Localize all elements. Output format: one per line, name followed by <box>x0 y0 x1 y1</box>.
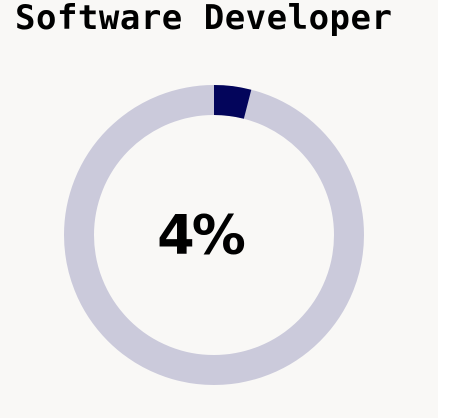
donut-fill-arc <box>213 85 252 119</box>
percent-label: 4% <box>157 204 245 267</box>
chart-title: Software Developer <box>15 0 393 38</box>
